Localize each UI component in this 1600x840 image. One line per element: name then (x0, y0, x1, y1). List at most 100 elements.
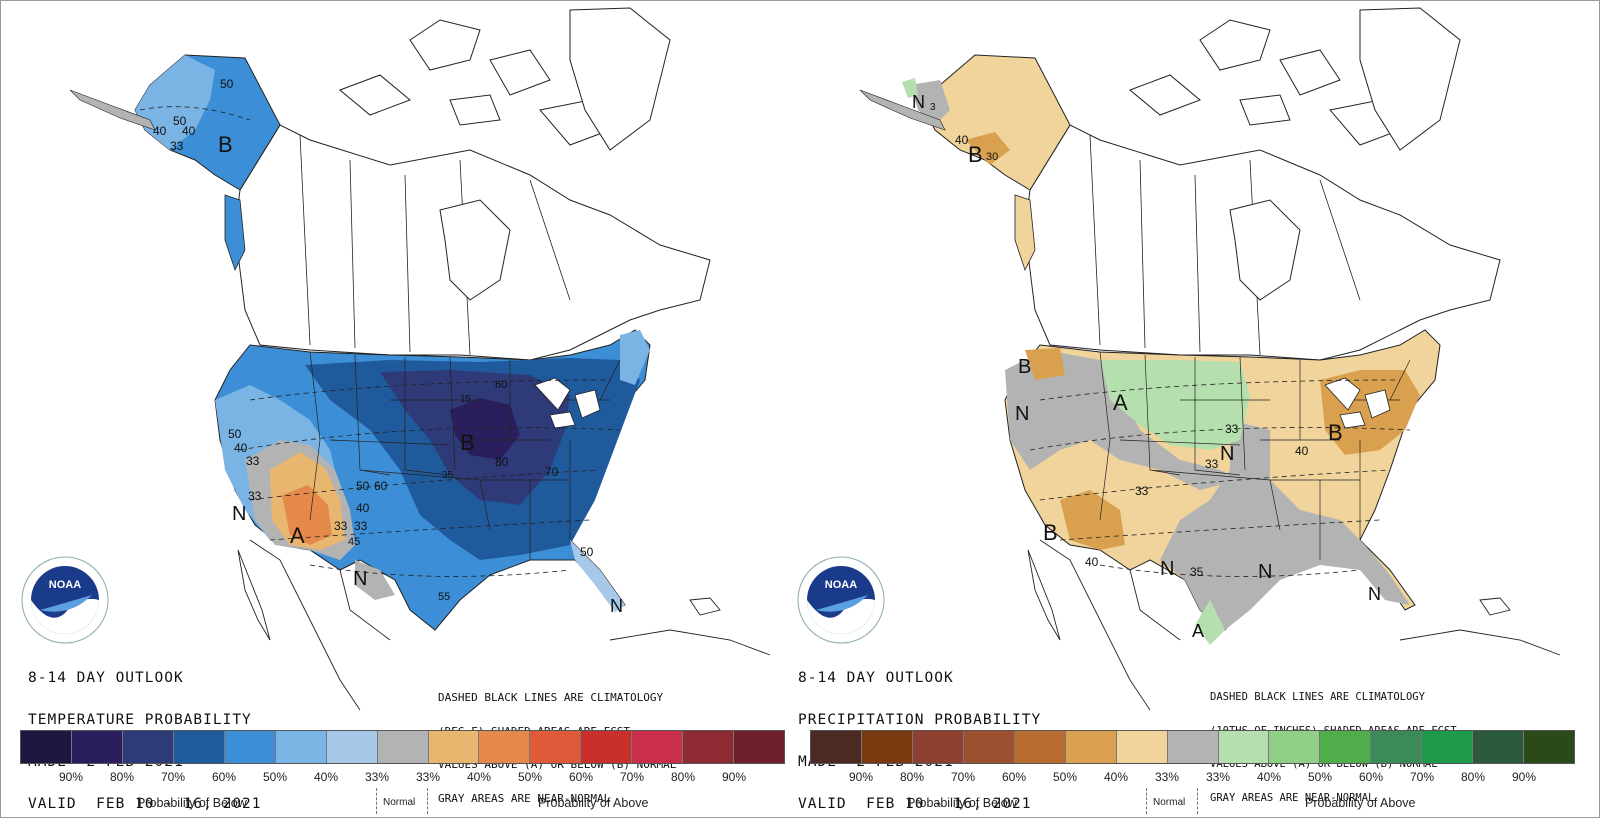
precip-below-40-sw (1060, 490, 1125, 550)
legend-swatch (912, 731, 964, 763)
bc-coast (224, 194, 246, 272)
legend-percent-label: 50% (1307, 770, 1333, 784)
greenland-outline (569, 7, 671, 151)
legend-percent-label: 90% (721, 770, 747, 784)
legend-percent-label: 33% (1154, 770, 1180, 784)
legend-swatch (377, 731, 429, 763)
legend-percent-label: 60% (1001, 770, 1027, 784)
contour-55: 55 (438, 591, 450, 603)
caption-below: Probability of Below (137, 796, 247, 810)
precip-gray-central (1160, 420, 1410, 630)
legend-percent-label: 50% (262, 770, 288, 784)
climatology-lines (139, 106, 621, 577)
legend-swatch (811, 731, 862, 763)
label-ak-n: N (912, 92, 925, 112)
label-sc-n: N (1160, 558, 1174, 580)
label-ne-b: B (1328, 420, 1343, 445)
label-fl-n: N (610, 596, 623, 616)
label-nw-b: B (1018, 356, 1031, 378)
province-lines (299, 134, 571, 356)
temp-80pct (450, 398, 520, 460)
legend-percent-label: 70% (950, 770, 976, 784)
contour-ak-33: 33 (170, 139, 184, 153)
contour-ak-50b: 50 (173, 114, 187, 128)
temperature-outlook-panel: B 50 50 40 40 33 A N B N N 50 40 33 33 5… (10, 0, 800, 818)
header-line-2: PRECIPITATION PROBABILITY (798, 712, 1042, 728)
legend-percent-label: 90% (1511, 770, 1537, 784)
contour-ak-50a: 50 (220, 77, 234, 91)
climatology-lines (1029, 379, 1411, 577)
alaska-gray (910, 80, 950, 125)
legend-percent-label: 80% (1460, 770, 1486, 784)
alaska-tan-dark (965, 132, 1010, 165)
temp-florida-light (570, 540, 625, 612)
baja (237, 549, 271, 641)
legend-percent-label: 60% (1358, 770, 1384, 784)
legend-swatch (683, 731, 735, 763)
legend-swatch (581, 731, 633, 763)
legend-percent-label: 80% (109, 770, 135, 784)
header-line-1: 8-14 DAY OUTLOOK (798, 670, 954, 686)
contour-33a: 33 (1225, 422, 1239, 436)
legend-swatch (21, 731, 72, 763)
caption-above: Probability of Above (1305, 796, 1416, 810)
separator-left (1146, 788, 1147, 814)
legend-percent-label: 50% (1052, 770, 1078, 784)
contour-60a: 60 (374, 479, 388, 493)
contour-80: 80 (495, 455, 509, 469)
hudson-bay (439, 199, 511, 301)
legend-swatch (275, 731, 327, 763)
legend-swatch (122, 731, 174, 763)
label-nd-b: B (460, 430, 475, 455)
label-nw-n: N (1015, 403, 1029, 425)
legend-swatch (1218, 731, 1270, 763)
temp-above-50 (282, 485, 332, 545)
bc-coast (1014, 194, 1036, 272)
noaa-logo-text: NOAA (49, 579, 81, 591)
caption-normal: Normal (1153, 797, 1186, 808)
province-lines (1089, 134, 1361, 356)
legend-percent-label: 90% (848, 770, 874, 784)
precip-below-40-nw (1025, 348, 1065, 380)
label-fl-n: N (1368, 584, 1381, 604)
legend-swatch (1014, 731, 1066, 763)
header-line-2: TEMPERATURE PROBABILITY (28, 712, 252, 728)
legend-percent-label: 33% (415, 770, 441, 784)
contour-ak-40b: 40 (182, 124, 196, 138)
contour-ak-40a: 40 (153, 124, 167, 138)
contour-ak-40: 40 (955, 133, 969, 147)
temp-ne-light (620, 330, 650, 385)
precipitation-outlook-panel: N 3 B 40 30 B N A B B 33 33 33 40 40 35 … (797, 0, 1590, 818)
precipitation-map: N 3 B 40 30 B N A B B 33 33 33 40 40 35 … (859, 7, 1561, 711)
legend-swatch (326, 731, 378, 763)
precip-gray-west (1005, 350, 1240, 490)
label-tx-n: N (353, 568, 367, 590)
legend-swatch (1116, 731, 1168, 763)
arctic-islands (1129, 19, 1401, 146)
legend-swatch (632, 731, 684, 763)
contour-15: 15 (460, 394, 472, 405)
legend-percent-label: 80% (899, 770, 925, 784)
legend-percent-label: 70% (1409, 770, 1435, 784)
aleutians-gray (69, 89, 156, 131)
legend-percent-label: 33% (364, 770, 390, 784)
label-mw-n: N (1220, 443, 1234, 465)
legend-percent-label: 40% (1256, 770, 1282, 784)
separator-right (1197, 788, 1198, 814)
legend-swatch (861, 731, 913, 763)
legend-percent-label: 60% (568, 770, 594, 784)
contour-50b: 50 (356, 479, 370, 493)
contour-33a: 33 (246, 454, 260, 468)
greenland-outline (1359, 7, 1461, 151)
legend-percent-label: 80% (670, 770, 696, 784)
contour-33c: 33 (334, 519, 348, 533)
alaska-light (135, 55, 215, 150)
legend-swatch (224, 731, 276, 763)
header-line-1: 8-14 DAY OUTLOOK (28, 670, 184, 686)
separator-left (376, 788, 377, 814)
legend-swatch (734, 731, 785, 763)
legend-swatch (1269, 731, 1321, 763)
contour-70: 70 (545, 465, 559, 479)
legend-swatch (71, 731, 123, 763)
noaa-logo-text: NOAA (825, 579, 857, 591)
